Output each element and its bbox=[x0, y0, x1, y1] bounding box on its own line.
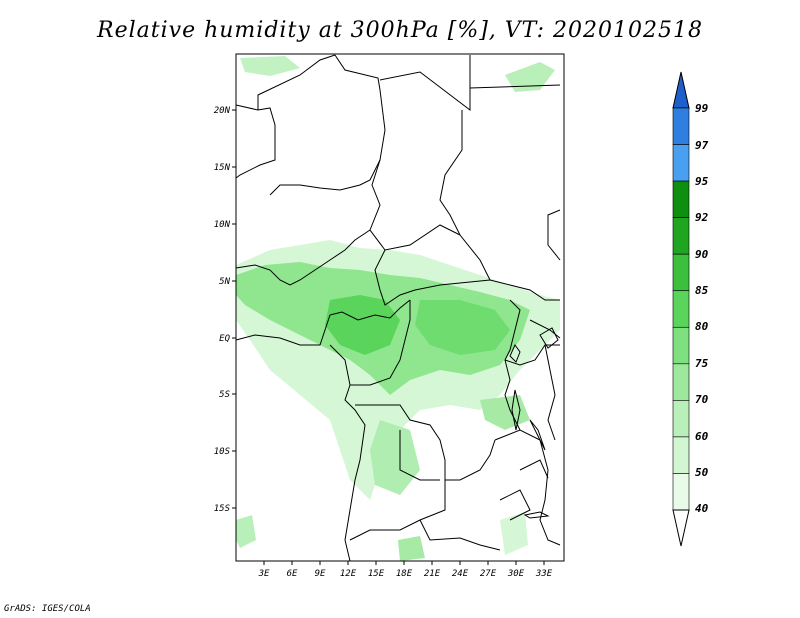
colorbar-segments bbox=[672, 71, 690, 547]
colorbar-labels: 99 97 95 92 90 85 80 75 70 60 50 40 bbox=[695, 102, 709, 515]
map-panel bbox=[235, 53, 565, 562]
lon-tick-label: 18E bbox=[396, 569, 413, 579]
colorbar-segment bbox=[672, 180, 690, 218]
colorbar-label: 92 bbox=[695, 211, 709, 224]
lon-tick-label: 6E bbox=[287, 569, 298, 579]
lon-tick-label: 9E bbox=[315, 569, 326, 579]
lon-tick-label: 24E bbox=[452, 569, 469, 579]
colorbar-label: 80 bbox=[695, 320, 709, 333]
grads-credit: GrADS: IGES/COLA bbox=[4, 604, 91, 614]
lat-axis: 20N 15N 10N 5N EQ 5S 10S 15S bbox=[214, 106, 236, 514]
colorbar-segment bbox=[672, 509, 690, 547]
colorbar-segment bbox=[672, 144, 690, 182]
humidity-north-patch bbox=[240, 56, 300, 76]
colorbar-segment bbox=[672, 253, 690, 292]
lat-tick-label: 15S bbox=[214, 504, 231, 514]
colorbar-segment bbox=[672, 473, 690, 511]
colorbar-label: 95 bbox=[695, 175, 709, 188]
colorbar-segment bbox=[672, 436, 690, 474]
colorbar-label: 50 bbox=[695, 466, 709, 479]
colorbar-segment bbox=[672, 290, 690, 328]
lon-tick-label: 21E bbox=[424, 569, 441, 579]
lakes bbox=[509, 327, 559, 519]
colorbar-label: 85 bbox=[695, 284, 709, 297]
map-title: Relative humidity at 300hPa [%], VT: 202… bbox=[97, 18, 703, 43]
humidity-south-patch bbox=[370, 420, 420, 495]
colorbar-segment bbox=[672, 363, 690, 401]
humidity-sw-patch bbox=[236, 515, 256, 548]
colorbar-label: 40 bbox=[695, 502, 709, 515]
colorbar-label: 75 bbox=[695, 357, 709, 370]
colorbar-label: 60 bbox=[695, 430, 709, 443]
colorbar-segment bbox=[672, 326, 690, 365]
lon-tick-label: 33E bbox=[535, 569, 553, 579]
colorbar: 99 97 95 92 90 85 80 75 70 60 50 40 bbox=[672, 71, 709, 547]
lon-tick-label: 27E bbox=[480, 569, 497, 579]
colorbar-segment bbox=[672, 107, 690, 145]
humidity-inner-east bbox=[415, 300, 510, 355]
humidity-field bbox=[236, 56, 560, 561]
lon-tick-label: 15E bbox=[368, 569, 385, 579]
humidity-s-patch bbox=[398, 536, 425, 561]
lat-tick-label: 10S bbox=[214, 447, 231, 457]
colorbar-label: 97 bbox=[695, 139, 709, 152]
colorbar-label: 90 bbox=[695, 248, 709, 261]
lon-axis: 3E 6E 9E 12E 15E 18E 21E 24E 27E 30E 33E bbox=[258, 561, 553, 579]
lat-tick-label: 5S bbox=[219, 390, 230, 400]
humidity-inner bbox=[325, 295, 400, 355]
humidity-se2-patch bbox=[500, 512, 528, 555]
lat-tick-label: EQ bbox=[219, 334, 230, 344]
lat-tick-label: 10N bbox=[214, 220, 231, 230]
humidity-ne-patch bbox=[505, 62, 555, 92]
colorbar-segment bbox=[672, 217, 690, 255]
lat-tick-label: 15N bbox=[214, 163, 231, 173]
colorbar-label: 99 bbox=[695, 102, 709, 115]
lon-tick-label: 3E bbox=[258, 569, 270, 579]
lon-tick-label: 30E bbox=[507, 569, 525, 579]
lat-tick-label: 5N bbox=[219, 277, 230, 287]
colorbar-segment bbox=[672, 400, 690, 438]
colorbar-label: 70 bbox=[695, 393, 709, 406]
lon-tick-label: 12E bbox=[340, 569, 357, 579]
colorbar-segment bbox=[672, 71, 690, 109]
lat-tick-label: 20N bbox=[214, 106, 231, 116]
